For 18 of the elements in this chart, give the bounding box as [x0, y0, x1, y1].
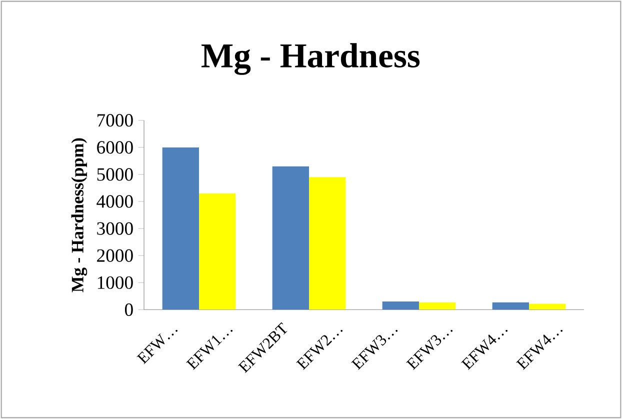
bar	[162, 147, 199, 310]
bar	[308, 177, 346, 310]
y-tick-label: 6000	[97, 141, 133, 154]
y-tick-label: 4000	[96, 195, 133, 208]
y-tick-label: 1000	[98, 276, 133, 289]
y-tick-label: 2000	[97, 249, 133, 262]
bar	[492, 302, 529, 310]
bar	[199, 193, 236, 310]
y-tick-label: 0	[124, 303, 133, 316]
bar	[418, 302, 456, 310]
chart-title: Mg - Hardness	[201, 43, 420, 75]
y-tick-label: 5000	[97, 168, 133, 181]
y-tick-label: 3000	[97, 222, 133, 235]
y-tick-label: 7000	[98, 114, 133, 127]
bar	[272, 166, 309, 310]
y-axis-title: Mg - Hardness(ppm)	[71, 138, 88, 292]
bar	[528, 304, 566, 310]
bar	[382, 302, 419, 310]
